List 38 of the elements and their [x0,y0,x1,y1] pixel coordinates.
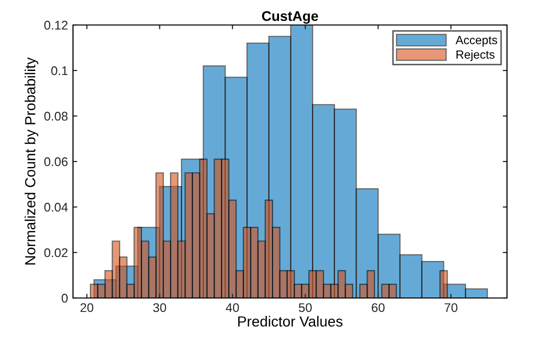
legend-label: Rejects [456,50,494,62]
bar [250,226,259,298]
x-tick-label: 70 [444,303,458,312]
bar [170,172,178,298]
bar [155,172,164,298]
bar [199,158,208,298]
x-axis-title: Predictor Values [238,316,342,327]
bar [134,226,142,298]
legend-label: Accepts [456,36,498,47]
y-tick-label: 0 [62,294,68,303]
x-tick-label: 50 [298,303,312,312]
bar [220,158,230,298]
bar [366,270,376,298]
y-axis-title: Normalized Count by Probability [24,57,38,264]
y-tick-label: 0.12 [44,20,68,30]
bar [316,270,324,298]
y-tick-label: 0.04 [44,202,68,212]
chart-title: CustAge [262,11,318,24]
x-tick-label: 40 [226,303,239,312]
x-tick-label: 60 [372,303,385,312]
bar [399,254,422,298]
x-tick-label: 30 [153,303,166,312]
bar [119,256,128,298]
y-tick-label: 0.02 [44,248,68,258]
bar [228,200,237,298]
bar [344,284,354,298]
bar [439,270,448,298]
bar [388,284,397,298]
x-tick-label: 20 [80,303,94,312]
y-tick-label: 0.08 [44,112,68,121]
bar [286,270,295,298]
bar [334,108,357,298]
bar [338,270,346,298]
bar [264,200,274,298]
bar [464,288,488,298]
bar [272,226,280,298]
y-tick-label: 0.1 [51,66,68,76]
y-tick-label: 0.06 [44,157,68,166]
